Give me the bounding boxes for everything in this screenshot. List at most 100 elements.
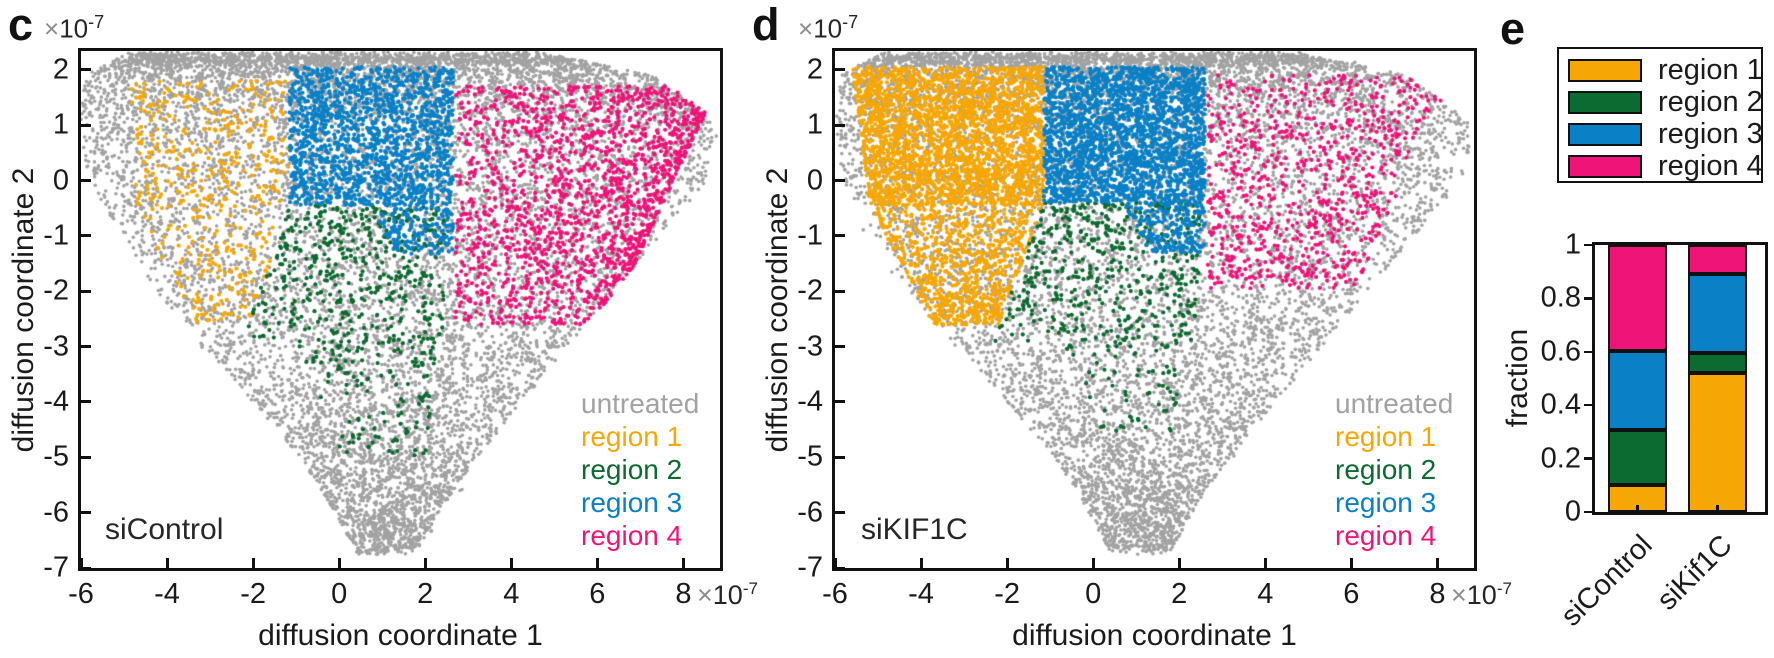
multiply-sign: × — [44, 13, 60, 44]
exponent-base: 10 — [59, 13, 89, 44]
x-tick-label: -4 — [154, 578, 180, 610]
y-tick-mark — [835, 179, 845, 183]
panel-c-legend: untreated region 1 region 2 region 3 region … — [581, 387, 699, 552]
y-tick-label: -7 — [43, 551, 69, 584]
legend-swatch — [1568, 90, 1642, 114]
x-tick-mark — [681, 558, 685, 568]
multiply-sign: × — [697, 580, 713, 610]
x-tick-label: 6 — [1343, 578, 1360, 610]
y-tick-label: -1 — [43, 219, 69, 252]
bar-y-tick-label: 0.8 — [1540, 281, 1581, 314]
x-tick-label: 4 — [503, 578, 520, 610]
legend-label: region 4 — [1658, 149, 1763, 182]
x-tick-mark — [251, 558, 255, 568]
y-tick-label: 2 — [52, 53, 69, 86]
panel-d-annotation: siKIF1C — [861, 513, 968, 546]
bar-y-tick-label: 0.2 — [1540, 442, 1581, 475]
panel-d-ylabel: diffusion coordinate 2 — [761, 167, 794, 453]
legend-swatch — [1568, 122, 1642, 146]
x-tick-mark — [595, 558, 599, 568]
x-tick-mark — [1435, 558, 1439, 568]
y-tick-label: -1 — [797, 219, 823, 252]
legend-entry: untreated — [581, 388, 700, 419]
bar-segment-region2 — [1608, 430, 1667, 485]
x-tick-label: 2 — [1171, 578, 1188, 610]
bar-y-tick-mark — [1584, 350, 1592, 354]
y-tick-mark — [81, 566, 91, 570]
x-tick-mark — [79, 558, 83, 568]
bar-y-tick-mark — [1584, 297, 1592, 300]
multiply-sign: × — [798, 13, 814, 44]
x-tick-mark — [1263, 558, 1267, 568]
y-tick-mark — [835, 400, 845, 404]
panel-c-annotation: siControl — [105, 513, 224, 546]
x-tick-label: -2 — [994, 578, 1020, 610]
panel-d-x-axis-exponent: ×10-7 — [1451, 579, 1512, 611]
y-tick-mark — [835, 289, 845, 293]
exponent-base: 10 — [813, 13, 843, 44]
y-tick-mark — [835, 345, 845, 349]
y-tick-mark — [835, 511, 845, 515]
bar-y-tick-mark — [1584, 403, 1592, 407]
bar-segment-region4 — [1688, 245, 1747, 274]
y-tick-label: 1 — [806, 108, 823, 141]
exponent-base: 10 — [1466, 580, 1497, 610]
x-tick-label: -6 — [822, 578, 848, 610]
panel-c-x-axis-exponent: ×10-7 — [697, 579, 758, 611]
x-tick-mark — [165, 558, 169, 568]
y-tick-label: -7 — [797, 551, 823, 584]
bar-y-tick-label: 0.6 — [1540, 335, 1581, 368]
panel-c-letter: c — [8, 0, 34, 50]
y-tick-mark — [835, 68, 845, 72]
x-tick-label: 0 — [1085, 578, 1102, 610]
panel-d-legend: untreated region 1 region 2 region 3 region … — [1335, 387, 1453, 552]
panel-c-scatter-canvas — [81, 51, 720, 568]
panel-d-axes: siKIF1C untreated region 1 region 2 region … — [797, 48, 1512, 652]
bar-y-tick-label: 0.4 — [1540, 388, 1581, 421]
legend-entry: region 3 — [1335, 487, 1437, 518]
legend-entry: untreated — [1335, 388, 1454, 419]
y-tick-label: -6 — [797, 496, 823, 529]
y-tick-label: -5 — [43, 440, 69, 473]
panel-d-xlabel: diffusion coordinate 1 — [1012, 619, 1297, 652]
y-tick-mark — [81, 455, 91, 459]
panel-d-scatter-canvas — [835, 51, 1474, 568]
y-tick-mark — [81, 179, 91, 183]
legend-entry: region 3 — [581, 487, 683, 518]
legend-row: region 3 — [1568, 117, 1763, 150]
panel-e-bar-axes: siControl siKif1C 1 0.8 0.6 0.4 0.2 0 — [1541, 229, 1768, 633]
bar-segment-region1 — [1688, 373, 1747, 512]
legend-row: region 1 — [1568, 54, 1763, 86]
bar-x-tick-mark — [1716, 505, 1719, 512]
exponent-power: -7 — [842, 12, 859, 32]
legend-entry: region 1 — [581, 421, 683, 452]
y-tick-mark — [81, 345, 91, 349]
y-tick-mark — [81, 68, 91, 72]
x-tick-mark — [1349, 558, 1353, 568]
y-tick-label: 1 — [52, 108, 69, 141]
bar-y-tick-mark — [1584, 243, 1592, 247]
x-tick-mark — [423, 558, 427, 568]
x-tick-mark — [1091, 558, 1095, 568]
legend-entry: region 1 — [1335, 421, 1437, 452]
bar-segment-region4 — [1608, 245, 1667, 351]
y-tick-mark — [81, 123, 91, 127]
legend-label: region 3 — [1658, 117, 1763, 150]
x-tick-label: 8 — [1429, 578, 1446, 610]
legend-entry: region 4 — [581, 520, 683, 551]
legend-swatch — [1568, 154, 1642, 178]
x-tick-mark — [919, 558, 923, 568]
bar-segment-region3 — [1688, 274, 1747, 353]
panel-e-ylabel: fraction — [1501, 328, 1534, 428]
panel-c-y-axis-exponent: ×10-7 — [44, 12, 104, 45]
panel-c-axes: siControl untreated region 1 region 2 regio… — [43, 48, 758, 652]
x-tick-label: 8 — [675, 578, 692, 610]
bar-y-tick-mark — [1584, 510, 1592, 514]
y-tick-mark — [835, 566, 845, 570]
y-tick-mark — [835, 123, 845, 127]
bar-y-tick-mark — [1584, 457, 1592, 460]
exponent-power: -7 — [1496, 579, 1512, 598]
panel-e-letter: e — [1500, 3, 1526, 54]
y-tick-label: 0 — [806, 164, 823, 197]
y-tick-label: 2 — [806, 53, 823, 86]
